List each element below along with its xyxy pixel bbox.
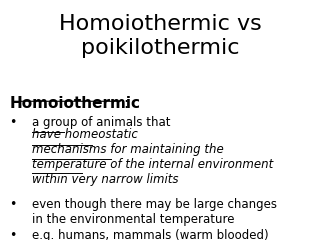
Text: •: • — [10, 229, 17, 240]
Text: have homeostatic
mechanisms for maintaining the
temperature of the internal envi: have homeostatic mechanisms for maintain… — [32, 128, 273, 186]
Text: e.g. humans, mammals (warm blooded): e.g. humans, mammals (warm blooded) — [32, 229, 268, 240]
Text: a group of animals that: a group of animals that — [32, 116, 174, 129]
Text: Homoiothermic vs
poikilothermic: Homoiothermic vs poikilothermic — [59, 14, 261, 58]
Text: :: : — [123, 96, 128, 111]
Text: •: • — [10, 116, 17, 129]
Text: Homoiothermic: Homoiothermic — [10, 96, 140, 111]
Text: even though there may be large changes
in the environmental temperature: even though there may be large changes i… — [32, 198, 277, 226]
Text: •: • — [10, 198, 17, 211]
